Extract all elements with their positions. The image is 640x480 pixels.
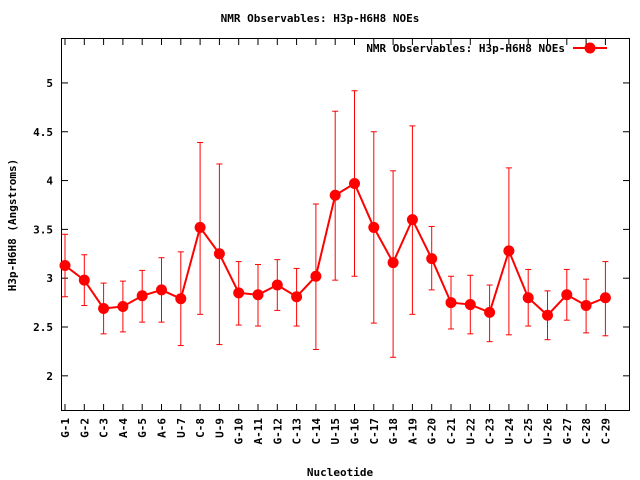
x-tick-label: G-20 — [426, 418, 439, 445]
data-point — [117, 301, 129, 313]
data-point — [445, 297, 457, 309]
y-tick-label: 4 — [46, 175, 53, 188]
y-tick-label: 2 — [46, 370, 53, 383]
data-point — [233, 287, 245, 299]
x-tick-label: C-14 — [310, 418, 323, 445]
x-tick-label: U-15 — [329, 418, 342, 445]
legend-marker — [584, 42, 596, 54]
x-tick-label: G-18 — [387, 418, 400, 445]
x-tick-label: U-9 — [213, 418, 226, 438]
data-point — [387, 257, 399, 269]
x-tick-label: U-24 — [503, 418, 516, 445]
x-tick-label: U-22 — [464, 418, 477, 445]
data-point — [522, 292, 534, 304]
x-axis: G-1 G-2 C-3 A-4 G-5 A-6 U-7 C-8 U-9 G-10 A-11 G-12 C… — [59, 39, 612, 445]
x-tick-label: A-11 — [252, 418, 265, 445]
y-axis-label: H3p-H6H8 (Angstroms) — [6, 159, 19, 291]
data-point — [213, 248, 225, 260]
x-tick-label: G-5 — [136, 418, 149, 438]
data-point — [175, 293, 187, 305]
x-tick-label: C-23 — [484, 418, 497, 445]
data-point — [368, 221, 380, 233]
data-point — [561, 289, 573, 301]
data-point — [484, 306, 496, 318]
data-point — [464, 299, 476, 311]
x-tick-label: C-25 — [522, 418, 535, 445]
x-tick-label: U-26 — [542, 418, 555, 445]
x-tick-label: C-13 — [291, 418, 304, 445]
data-point — [59, 260, 71, 272]
data-point — [98, 302, 110, 314]
x-tick-label: A-6 — [156, 418, 169, 438]
legend: NMR Observables: H3p-H6H8 NOEs — [366, 42, 607, 55]
y-tick-label: 5 — [46, 77, 53, 90]
data-point — [329, 189, 341, 201]
data-point — [599, 292, 611, 304]
data-point — [291, 291, 303, 303]
data-point — [503, 245, 515, 257]
data-point — [542, 309, 553, 321]
y-tick-label: 3 — [46, 272, 53, 285]
plot-area — [61, 38, 630, 411]
data-point — [310, 270, 322, 282]
y-tick-label: 4.5 — [33, 126, 53, 139]
x-tick-label: C-3 — [98, 418, 111, 438]
data-point — [349, 177, 360, 189]
plot-border — [61, 38, 630, 411]
data-point — [271, 279, 283, 291]
chart-title: NMR Observables: H3p-H6H8 NOEs — [221, 12, 420, 25]
x-tick-label: G-12 — [271, 418, 284, 445]
x-tick-label: A-19 — [406, 418, 419, 445]
x-tick-label: C-28 — [580, 418, 593, 445]
data-point — [252, 289, 264, 301]
data-point — [156, 284, 167, 296]
x-tick-label: A-4 — [117, 418, 130, 438]
x-tick-label: G-27 — [561, 418, 574, 445]
y-tick-label: 2.5 — [33, 321, 53, 334]
data-point — [78, 274, 90, 286]
x-tick-label: C-17 — [368, 418, 381, 445]
legend-label: NMR Observables: H3p-H6H8 NOEs — [366, 42, 565, 55]
x-tick-label: G-2 — [78, 418, 91, 438]
x-tick-label: G-16 — [349, 418, 362, 445]
x-tick-label: C-21 — [445, 418, 458, 445]
data-point — [406, 214, 418, 226]
data-point — [580, 300, 592, 312]
x-tick-label: G-10 — [233, 418, 246, 445]
x-axis-label: Nucleotide — [307, 466, 374, 479]
x-tick-label: C-8 — [194, 418, 207, 438]
x-tick-label: C-29 — [599, 418, 612, 445]
y-tick-label: 3.5 — [33, 223, 53, 236]
data-point — [136, 290, 148, 302]
y-axis: 2 2.5 3 3.5 4 4.5 5 — [33, 77, 629, 383]
data-point — [194, 221, 206, 233]
data-points — [59, 177, 611, 321]
error-bars — [62, 90, 609, 358]
x-tick-label: G-1 — [59, 418, 72, 438]
x-tick-label: U-7 — [175, 418, 188, 438]
data-point — [426, 253, 438, 265]
